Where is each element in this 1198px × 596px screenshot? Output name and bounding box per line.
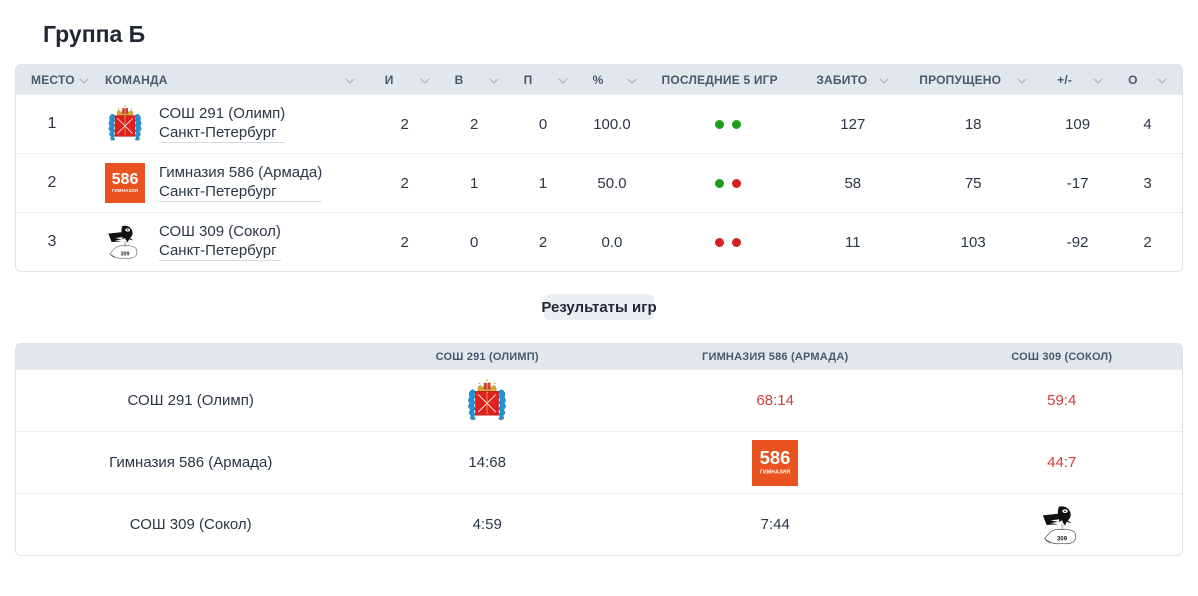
- svg-text:309: 309: [1057, 535, 1068, 542]
- svg-text:ГИМНАЗИЯ: ГИМНАЗИЯ: [760, 469, 790, 475]
- svg-text:586: 586: [112, 171, 139, 188]
- svg-text:309: 309: [120, 251, 129, 257]
- svg-text:ГИМНАЗИЯ: ГИМНАЗИЯ: [112, 188, 138, 193]
- svg-text:586: 586: [760, 446, 791, 467]
